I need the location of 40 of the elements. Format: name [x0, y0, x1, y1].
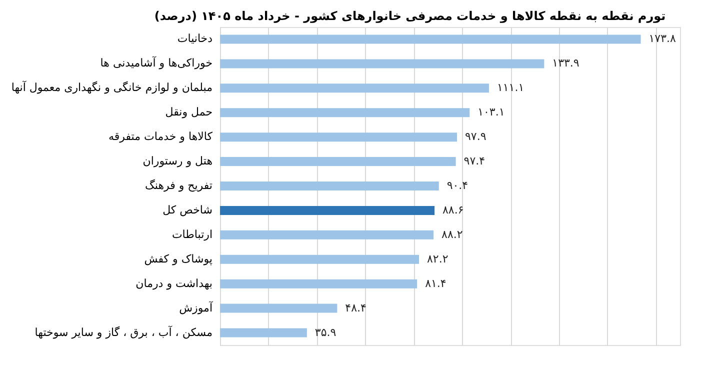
- y-tick-label: تفریح و فرهنگ: [145, 179, 212, 192]
- y-tick-label: حمل ونقل: [165, 106, 212, 119]
- data-label: ۹۷.۹: [465, 130, 486, 144]
- data-label: ۸۱.۴: [425, 276, 446, 290]
- data-label: ۸۲.۲: [427, 252, 448, 266]
- y-tick-label: آموزش: [179, 300, 214, 314]
- y-tick-label: شاخص کل: [162, 203, 212, 216]
- data-label: ۸۸.۲: [442, 228, 463, 241]
- y-tick-label: خوراکی‌ها و آشامیدنی ها: [100, 56, 212, 70]
- bar: [220, 157, 456, 166]
- y-tick-label: کالاها و خدمات متفرقه: [108, 130, 214, 144]
- data-label: ۱۰۳.۱: [478, 106, 505, 119]
- data-label: ۹۷.۴: [464, 154, 486, 168]
- bar: [220, 34, 641, 44]
- bar: [220, 254, 420, 264]
- data-label: ۳۵.۹: [314, 326, 336, 339]
- y-tick-label: پوشاک و کفش: [144, 252, 212, 266]
- y-tick-label: ارتباطات: [172, 228, 212, 241]
- data-label: ۴۸.۴: [345, 301, 366, 314]
- data-label: ۱۷۳.۸: [648, 32, 676, 46]
- bar: [220, 304, 338, 313]
- y-tick-label: هتل و رستوران: [142, 154, 213, 168]
- y-tick-label: مسکن ، آب ، برق ، گاز و سایر سوختها: [34, 324, 213, 339]
- bar: [220, 108, 470, 118]
- bar: [220, 182, 439, 190]
- data-label: ۸۸.۶: [442, 203, 464, 216]
- y-tick-label: بهداشت و درمان: [136, 276, 212, 290]
- data-label: ۱۱۱.۱: [496, 81, 524, 94]
- bar: [220, 328, 307, 338]
- data-label: ۹۰.۴: [446, 179, 468, 192]
- y-tick-label: مبلمان و لوازم خانگی و نگهداری معمول آنها: [11, 80, 213, 94]
- data-label: ۱۳۳.۹: [552, 56, 580, 70]
- y-tick-label: دخانیات: [177, 32, 213, 46]
- bar: [220, 230, 434, 240]
- bar: [220, 132, 458, 142]
- bar: [220, 279, 418, 288]
- bar: [220, 59, 544, 68]
- bar: [220, 84, 489, 93]
- chart-title: تورم نقطه به نقطه کالاها و خدمات مصرفی خانوارهای کشور - خرداد ماه ۱۴۰۵ (درصد): [154, 9, 666, 23]
- bar: [220, 206, 435, 215]
